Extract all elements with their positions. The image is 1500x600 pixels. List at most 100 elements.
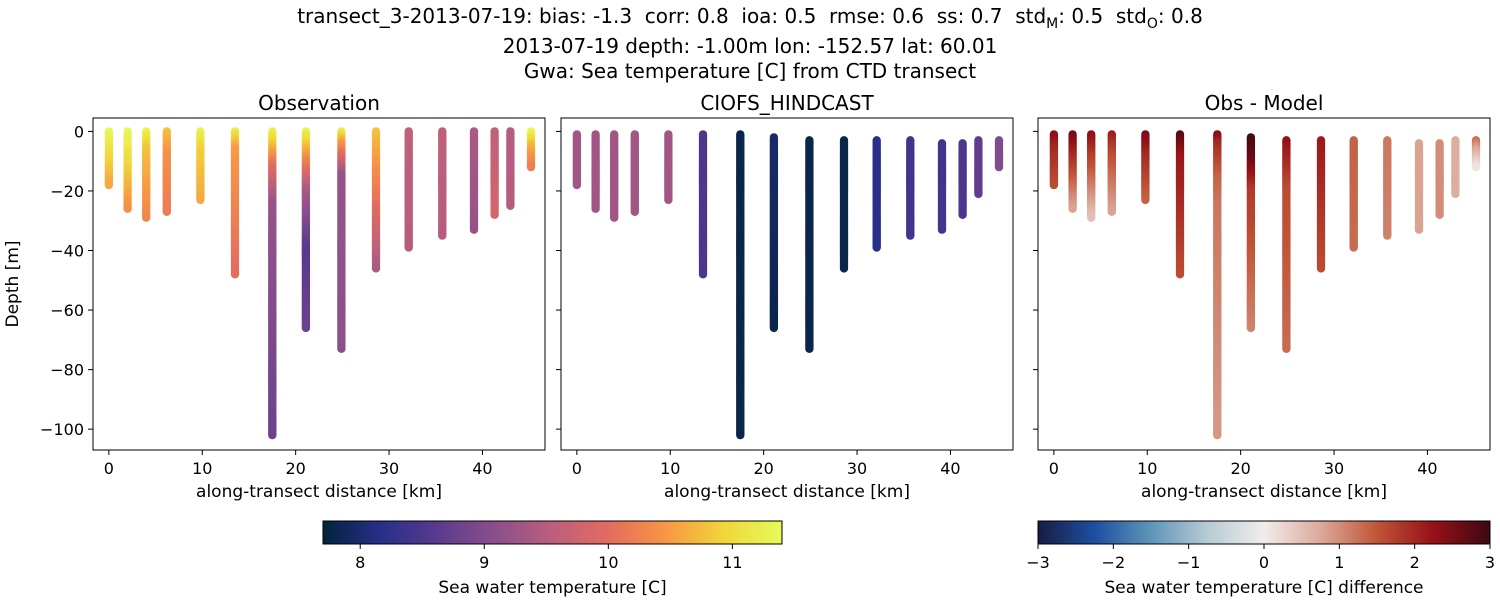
colorbar-tick-label: −3 xyxy=(1026,553,1050,572)
cast-13 xyxy=(490,127,499,219)
data-point xyxy=(438,231,447,240)
data-point xyxy=(301,323,311,333)
data-point xyxy=(630,207,639,216)
cast-3 xyxy=(162,127,171,216)
colorbar-1: −3 −2 −1 0 1 2 3 Sea water temperature [C] diff… xyxy=(1026,520,1495,598)
colorbar-gradient xyxy=(1037,520,1491,545)
cast-4 xyxy=(196,127,205,205)
colorbar-gradient xyxy=(322,520,783,545)
x-axis-label: along-transect distance [km] xyxy=(664,482,910,502)
cast-4 xyxy=(664,130,673,205)
x-tick-label: 40 xyxy=(940,459,960,478)
colorbar-label: Sea water temperature [C] difference xyxy=(1104,578,1423,598)
data-point xyxy=(872,243,881,252)
std-m-value: : 0.5 xyxy=(1058,4,1116,28)
cast-11 xyxy=(438,127,447,240)
figure-title-stats: transect_3-2013-07-19: bias: -1.3 corr: … xyxy=(297,4,1047,28)
cast-9 xyxy=(371,127,381,273)
x-tick-label: 30 xyxy=(847,459,867,478)
panel-title: CIOFS_HINDCAST xyxy=(700,91,874,115)
data-point xyxy=(196,195,205,205)
data-point xyxy=(1087,213,1096,222)
colorbar-tick-label: 2 xyxy=(1410,553,1420,572)
data-point xyxy=(104,180,114,190)
data-point xyxy=(1451,189,1460,199)
data-point xyxy=(268,430,277,440)
figure-title-line-3: Gwa: Sea temperature [C] from CTD transe… xyxy=(523,59,977,83)
data-point xyxy=(506,201,515,210)
cast-5 xyxy=(1175,130,1185,279)
data-point xyxy=(1349,243,1358,252)
y-tick-label: −20 xyxy=(50,182,84,201)
x-tick-label: 0 xyxy=(1049,459,1059,478)
x-tick-label: 10 xyxy=(660,459,680,478)
cast-4 xyxy=(1141,130,1150,205)
colorbar-tick-label: 3 xyxy=(1485,553,1495,572)
data-point xyxy=(1068,204,1077,213)
data-point xyxy=(664,195,673,205)
x-axis-label: along-transect distance [km] xyxy=(196,482,442,502)
figure-title-line-2: 2013-07-19 depth: -1.00m lon: -152.57 la… xyxy=(502,34,998,58)
colorbar-tick-label: 10 xyxy=(598,553,618,572)
cast-0 xyxy=(1049,130,1059,190)
cast-5 xyxy=(698,130,708,279)
data-point xyxy=(1435,210,1444,219)
y-axis-label: Depth [m] xyxy=(3,240,23,327)
data-points xyxy=(572,130,1004,440)
x-tick-label: 40 xyxy=(1417,459,1437,478)
cast-12 xyxy=(937,139,947,234)
colorbar-tick-label: −2 xyxy=(1102,553,1126,572)
x-tick-label: 20 xyxy=(285,459,305,478)
axes-frame xyxy=(1037,117,1491,451)
cast-12 xyxy=(469,127,479,234)
data-point xyxy=(1141,195,1150,205)
cast-15 xyxy=(994,136,1004,172)
data-point xyxy=(698,270,708,279)
y-tick-label: 0 xyxy=(74,122,84,141)
data-point xyxy=(958,210,967,219)
data-point xyxy=(404,243,413,252)
x-tick-label: 30 xyxy=(1324,459,1344,478)
std-o-subscript: O xyxy=(1146,16,1158,32)
data-point xyxy=(230,270,240,279)
data-point xyxy=(469,225,479,234)
data-point xyxy=(974,189,983,199)
y-tick-label: −60 xyxy=(50,301,84,320)
cast-2 xyxy=(142,127,151,222)
colorbar-label: Sea water temperature [C] xyxy=(438,578,666,598)
panel-1: 0 10 20 30 40 CIOFS_HINDCAST along-transect di… xyxy=(556,91,1014,502)
y-tick-label: −100 xyxy=(40,420,84,439)
colorbar-tick-label: 8 xyxy=(355,553,365,572)
cast-8 xyxy=(805,136,814,353)
y-tick-label: −40 xyxy=(50,242,84,261)
x-tick-label: 10 xyxy=(1137,459,1157,478)
cast-6 xyxy=(1213,130,1222,440)
cast-3 xyxy=(1107,130,1117,216)
data-point xyxy=(769,323,779,333)
x-tick-label: 0 xyxy=(572,459,582,478)
data-point xyxy=(937,225,947,234)
data-point xyxy=(1383,231,1392,240)
panel-0: 0 10 20 30 40 0 −20 −40 −60 −80 −100 Observation alo… xyxy=(3,91,546,502)
cast-11 xyxy=(906,136,915,240)
data-point xyxy=(1175,270,1185,279)
cast-13 xyxy=(1435,139,1444,219)
cast-15 xyxy=(526,127,536,172)
cast-8 xyxy=(337,127,346,353)
std-o-value: : 0.8 xyxy=(1157,4,1203,28)
cast-9 xyxy=(839,136,849,273)
data-point xyxy=(337,344,346,353)
cast-2 xyxy=(1087,130,1096,222)
data-point xyxy=(490,210,499,219)
data-point xyxy=(1414,225,1424,234)
colorbar-tick-label: 0 xyxy=(1259,553,1269,572)
data-point xyxy=(123,204,132,213)
data-point xyxy=(371,264,381,273)
x-tick-label: 0 xyxy=(104,459,114,478)
cast-7 xyxy=(301,127,311,333)
panel-2: 0 10 20 30 40 Obs - Model along-transect dista… xyxy=(1033,91,1491,502)
data-point xyxy=(994,162,1004,172)
data-point xyxy=(1049,180,1059,190)
x-tick-label: 20 xyxy=(1230,459,1250,478)
